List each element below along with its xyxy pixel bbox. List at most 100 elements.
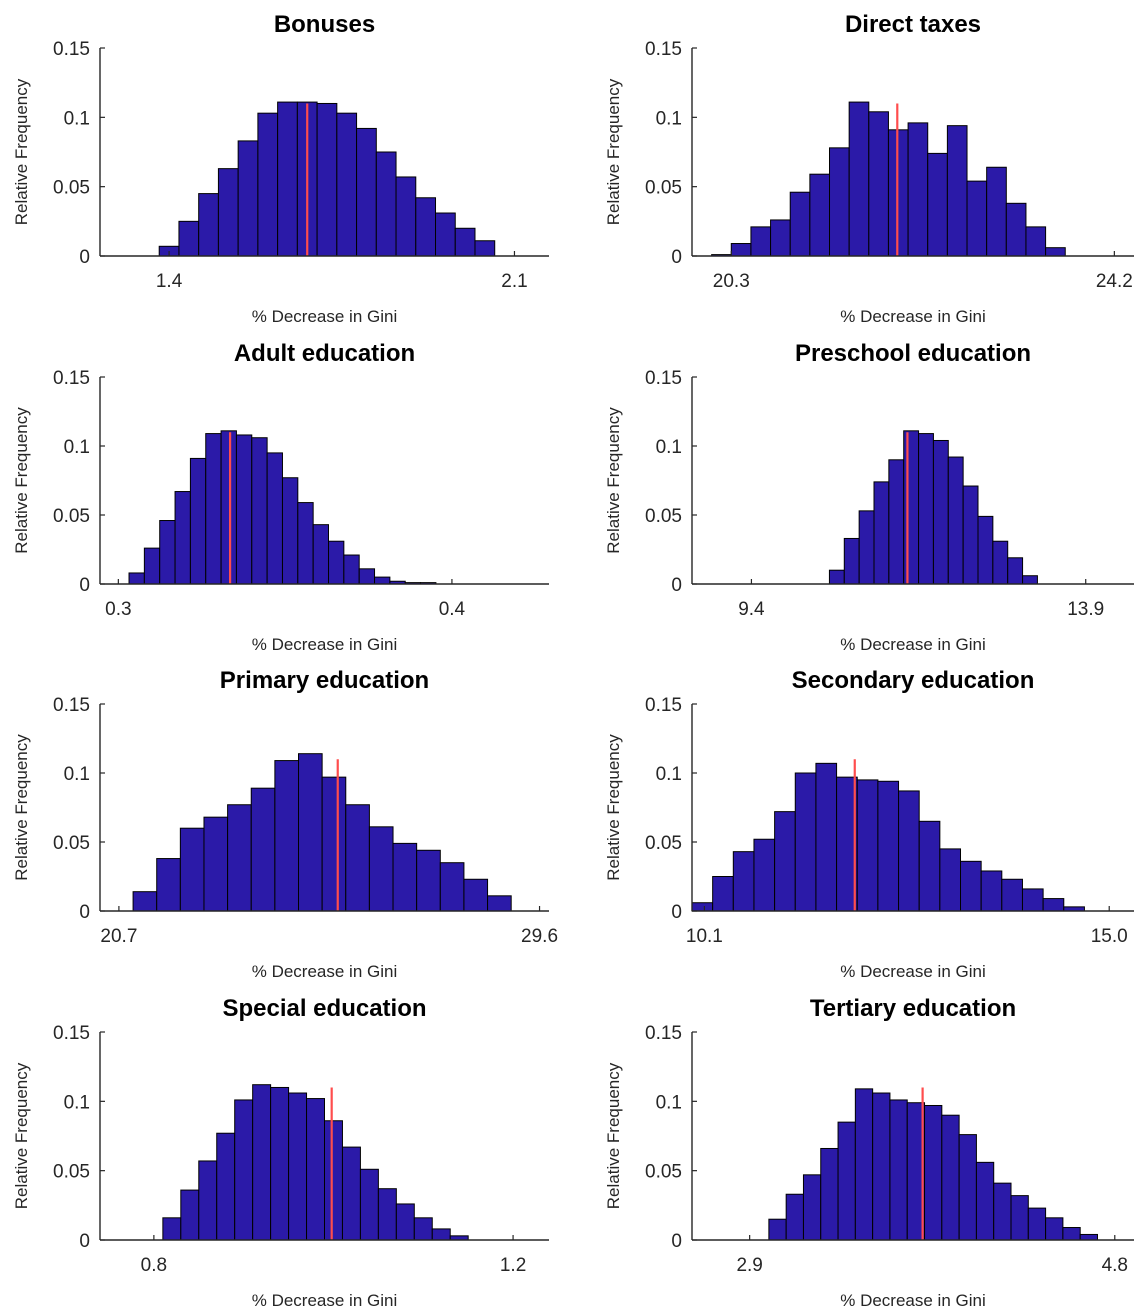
chart-6-bar (234, 1099, 254, 1241)
chart-2-bar (266, 452, 283, 585)
chart-2-bar (174, 491, 191, 585)
chart-1-bar (829, 147, 850, 257)
chart-2-bar (128, 572, 145, 585)
chart-3-y-tick-label: 0.1 (656, 437, 682, 458)
chart-6-bar (377, 1188, 397, 1241)
chart-3-bar (932, 439, 949, 585)
chart-3-bar (918, 433, 934, 585)
chart-1-bar (1025, 226, 1047, 257)
chart-4-bar (132, 891, 158, 912)
chart-1-bar (770, 219, 791, 257)
chart-5-bar (1042, 898, 1065, 912)
chart-1-y-tick-label: 0.05 (645, 178, 682, 199)
chart-7-bar (872, 1092, 891, 1241)
chart-0-bar (474, 240, 496, 257)
chart-1-bar (789, 191, 811, 257)
chart-2-y-axis-label: Relative Frequency (12, 407, 31, 554)
chart-0-y-tick-label: 0 (79, 247, 90, 268)
chart-5-bar (815, 762, 838, 912)
chart-5-bar (898, 790, 920, 912)
chart-5-x-tick-label: 15.0 (1091, 926, 1128, 947)
chart-6-bar (431, 1228, 451, 1241)
chart-7-bar (768, 1218, 787, 1241)
chart-3-bar (858, 510, 875, 585)
chart-7-y-tick-label: 0.15 (645, 1023, 682, 1044)
chart-3-bar (1007, 557, 1024, 585)
chart-5-bar (939, 848, 962, 912)
chart-7-y-axis-label: Relative Frequency (604, 1062, 623, 1209)
chart-2-bar (358, 568, 376, 585)
chart-7-bar (1062, 1227, 1081, 1241)
chart-7-bar (1079, 1233, 1098, 1241)
chart-4-x-tick-label: 20.7 (100, 926, 137, 947)
chart-7-bar (1010, 1195, 1029, 1241)
chart-7-x-tick-label: 4.8 (1102, 1255, 1128, 1276)
chart-5-y-tick-label: 0.15 (645, 695, 682, 716)
chart-6-bar (180, 1189, 200, 1241)
chart-1-bar (946, 125, 968, 257)
chart-3-bar (992, 540, 1009, 585)
chart-1-bar (907, 122, 929, 257)
chart-1-y-tick-label: 0 (671, 247, 682, 268)
chart-0-bar (257, 112, 279, 257)
chart-7-bar (837, 1121, 856, 1241)
chart-1-bar (986, 166, 1007, 257)
chart-0-bar (277, 101, 298, 257)
chart-6-bar (341, 1146, 361, 1241)
chart-5-bar (753, 838, 776, 912)
chart-4-bar (179, 827, 205, 912)
chart-5-bar (877, 780, 900, 912)
chart-5-bar (1001, 878, 1023, 912)
chart-0-bar (356, 127, 377, 257)
chart-0-x-axis-label: % Decrease in Gini (252, 307, 398, 326)
chart-2-bar (220, 430, 237, 585)
chart-0-y-tick-label: 0.1 (64, 108, 90, 129)
chart-0-bar (375, 151, 397, 257)
chart-0-bar (316, 102, 338, 257)
chart-2-bar (281, 477, 299, 585)
chart-0-bar (198, 193, 219, 257)
chart-3-y-tick-label: 0.15 (645, 368, 682, 389)
chart-6-bar (162, 1217, 182, 1241)
chart-0-y-tick-label: 0.05 (53, 178, 90, 199)
chart-7-x-axis-label: % Decrease in Gini (840, 1291, 986, 1310)
chart-5-bar (918, 820, 941, 912)
chart-3-bar (903, 430, 920, 585)
chart-0-bar (454, 227, 476, 257)
chart-3-x-tick-label: 9.4 (738, 599, 765, 620)
chart-4-x-axis-label: % Decrease in Gini (252, 962, 398, 981)
chart-7-bar (924, 1104, 943, 1241)
chart-4-bar (368, 826, 394, 912)
chart-6-bar (288, 1092, 308, 1241)
chart-3-title: Preschool education (795, 340, 1031, 367)
chart-0-bar (415, 197, 437, 257)
chart-6-x-tick-label: 1.2 (500, 1255, 526, 1276)
chart-4-bar (274, 760, 300, 912)
chart-0-title: Bonuses (274, 11, 375, 38)
chart-5-bar (1021, 888, 1044, 912)
chart-5-bar (774, 811, 796, 912)
chart-1-bar (848, 101, 870, 257)
chart-6-bar (270, 1086, 290, 1241)
chart-7-y-tick-label: 0.05 (645, 1162, 682, 1183)
chart-6-bar (198, 1160, 218, 1241)
chart-6-bar (306, 1098, 326, 1241)
chart-2-title: Adult education (234, 340, 415, 367)
chart-4-y-tick-label: 0 (79, 902, 90, 923)
chart-3-bar (888, 459, 905, 585)
chart-3-x-tick-label: 13.9 (1067, 599, 1104, 620)
chart-5-bar (691, 902, 714, 912)
chart-1-bar (868, 111, 889, 257)
chart-7-x-tick-label: 2.9 (736, 1255, 762, 1276)
chart-4-y-tick-label: 0.15 (53, 695, 90, 716)
chart-6-bar (216, 1132, 236, 1241)
chart-3-bar (843, 537, 860, 585)
chart-2-bar (205, 433, 222, 585)
chart-4-bar (298, 753, 323, 912)
chart-6-y-tick-label: 0.15 (53, 1023, 90, 1044)
chart-3-y-tick-label: 0.05 (645, 506, 682, 527)
chart-1-x-tick-label: 24.2 (1096, 271, 1133, 292)
chart-4-bar (345, 804, 370, 912)
